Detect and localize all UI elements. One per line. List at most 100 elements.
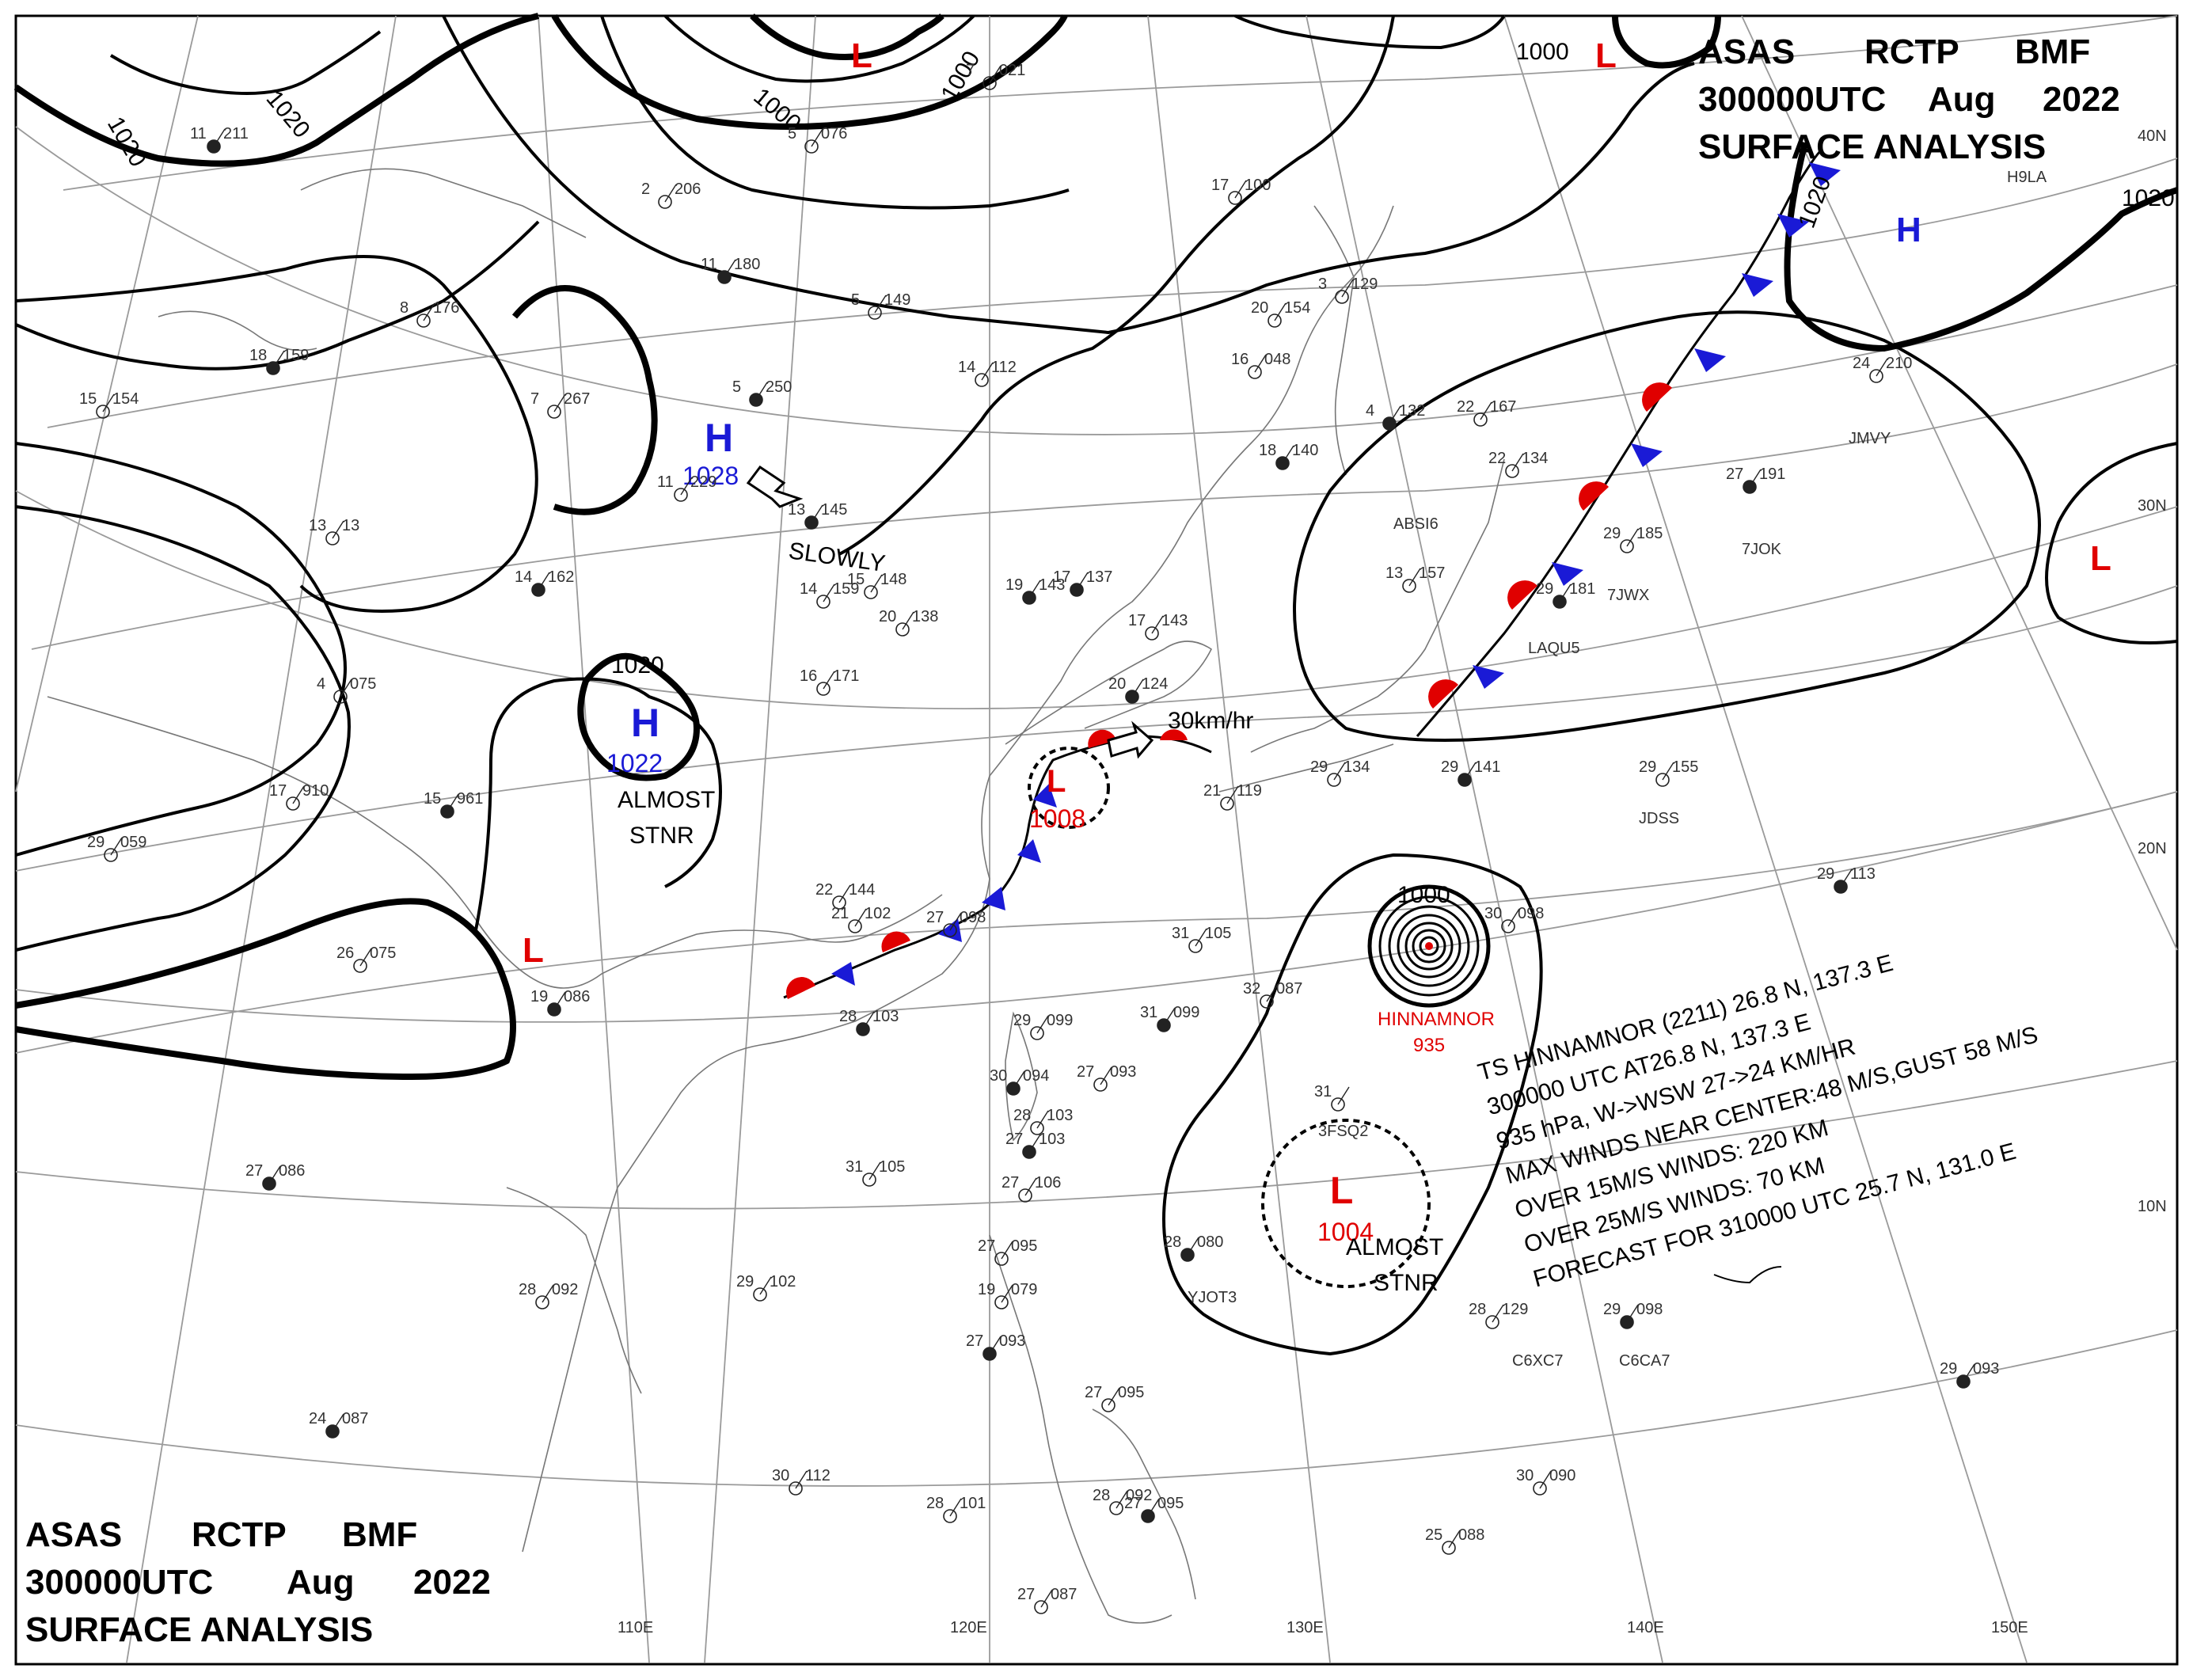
- typhoon-center: [1367, 884, 1491, 1008]
- station-temperature: 27: [245, 1162, 263, 1180]
- station-marker: [848, 919, 862, 933]
- lon-label-110e: 110E: [618, 1619, 653, 1636]
- high-pressure-value: 1022: [606, 749, 663, 777]
- station-pressure: 093: [1973, 1360, 1999, 1378]
- station-pressure: 119: [1237, 782, 1262, 800]
- station-temperature: 29: [1639, 758, 1656, 776]
- station-temperature: 3: [1318, 276, 1327, 293]
- ship-id: JDSS: [1639, 810, 1679, 827]
- station-temperature: 2: [641, 181, 650, 198]
- wind-barb: [1626, 528, 1639, 547]
- station-pressure: 148: [880, 571, 906, 588]
- station-temperature: 20: [1251, 299, 1268, 317]
- station-temperature: 28: [519, 1281, 536, 1298]
- almost-stnr-label: STNR: [629, 823, 694, 849]
- station-pressure: 157: [1419, 564, 1445, 582]
- ship-id: 7JOK: [1742, 541, 1782, 558]
- station-temperature: 11: [657, 473, 674, 491]
- station-temperature: 29: [1310, 758, 1328, 776]
- station-pressure: 075: [350, 675, 376, 693]
- station-pressure: 102: [865, 905, 891, 922]
- wind-barb: [272, 350, 285, 369]
- lon-label-150e: 150E: [1991, 1619, 2028, 1636]
- station-pressure: 143: [1161, 612, 1188, 629]
- station-marker: [1101, 1398, 1116, 1412]
- station-temperature: 21: [1203, 782, 1221, 800]
- station-temperature: 29: [1603, 525, 1621, 542]
- station-pressure: 124: [1142, 675, 1168, 693]
- isobar-label: 1020: [261, 86, 315, 143]
- station-temperature: 29: [1817, 865, 1834, 883]
- station-temperature: 30: [1484, 905, 1502, 922]
- lat-label-10n: 10N: [2138, 1198, 2167, 1215]
- station-pressure: 048: [1264, 351, 1290, 368]
- wind-barb: [1274, 302, 1287, 321]
- station-temperature: 31: [846, 1158, 863, 1176]
- typhoon-pressure: 935: [1413, 1035, 1445, 1056]
- station-pressure: 181: [1569, 580, 1595, 598]
- wind-barb: [1151, 615, 1164, 634]
- station-pressure: 095: [1118, 1384, 1144, 1401]
- graticule: [15, 15, 2178, 1663]
- station-temperature: 22: [815, 881, 833, 899]
- ship-id: LAQU5: [1528, 640, 1580, 657]
- station-marker: [982, 76, 997, 90]
- wind-barb: [1539, 1470, 1552, 1489]
- station-pressure: 087: [342, 1410, 368, 1427]
- wind-barb: [1147, 1498, 1160, 1517]
- station-pressure: 093: [1110, 1063, 1136, 1081]
- station-temperature: 4: [1366, 402, 1374, 420]
- isobar-label: 1020: [611, 652, 664, 678]
- station-temperature: 18: [249, 347, 267, 364]
- station-temperature: 17: [1128, 612, 1146, 629]
- wind-barb: [724, 259, 736, 278]
- wind-barb: [359, 948, 372, 967]
- station-marker: [975, 373, 989, 387]
- low-pressure-value: 1004: [1317, 1218, 1374, 1246]
- wind-barb: [1040, 1589, 1053, 1608]
- station-marker: [1655, 773, 1670, 787]
- wind-barb: [423, 302, 435, 321]
- low-pressure-value: 1008: [1029, 804, 1085, 833]
- station-pressure: 093: [999, 1332, 1025, 1350]
- station-pressure: 112: [991, 359, 1017, 376]
- station-marker: [1248, 365, 1262, 379]
- station-temperature: 28: [839, 1008, 857, 1025]
- station-pressure: 076: [821, 125, 847, 143]
- station-pressure: 154: [112, 390, 139, 408]
- wind-barb: [292, 785, 305, 804]
- station-marker: [1620, 539, 1634, 553]
- station-marker: [286, 796, 300, 811]
- station-pressure: 086: [564, 988, 590, 1005]
- station-pressure: 099: [1173, 1004, 1199, 1021]
- station-marker: [1228, 191, 1242, 205]
- station-marker: [994, 1252, 1009, 1266]
- isobar-labels: 1020 1020 1000 1000 1000 1020 1020 1020 …: [102, 39, 2175, 908]
- wind-barb: [680, 477, 693, 496]
- station-marker: [1220, 796, 1234, 811]
- station-temperature: 14: [515, 568, 532, 586]
- wind-barb: [1266, 983, 1279, 1002]
- header-bottom-center: RCTP: [192, 1515, 287, 1554]
- station-pressure: 134: [1522, 450, 1548, 467]
- station-temperature: 4: [317, 675, 325, 693]
- station-temperature: 19: [1005, 576, 1023, 594]
- station-marker: [1402, 579, 1416, 593]
- header-top: ASAS RCTP BMF 300000UTC Aug 2022 SURFACE…: [1698, 32, 2120, 166]
- station-temperature: 28: [926, 1495, 944, 1512]
- station-pressure: 088: [1458, 1526, 1484, 1544]
- station-temperature: 13: [788, 501, 805, 519]
- station-temperature: 17: [1211, 177, 1229, 194]
- typhoon-info: TS HINNAMNOR (2211) 26.8 N, 137.3 E 3000…: [1475, 950, 2040, 1293]
- lat-label-40n: 40N: [2138, 127, 2167, 145]
- wind-barb: [542, 1284, 554, 1303]
- header-bottom-product: ASAS: [25, 1515, 122, 1554]
- station-temperature: 27: [1001, 1174, 1019, 1192]
- header-bottom-time: 300000UTC: [25, 1563, 213, 1602]
- station-temperature: 20: [879, 608, 896, 625]
- station-pressure: 103: [1047, 1107, 1073, 1124]
- station-pressure: 075: [370, 945, 396, 962]
- station-pressure: 159: [833, 580, 859, 598]
- station-temperature: 19: [530, 988, 548, 1005]
- header-bottom-type: BMF: [342, 1515, 417, 1554]
